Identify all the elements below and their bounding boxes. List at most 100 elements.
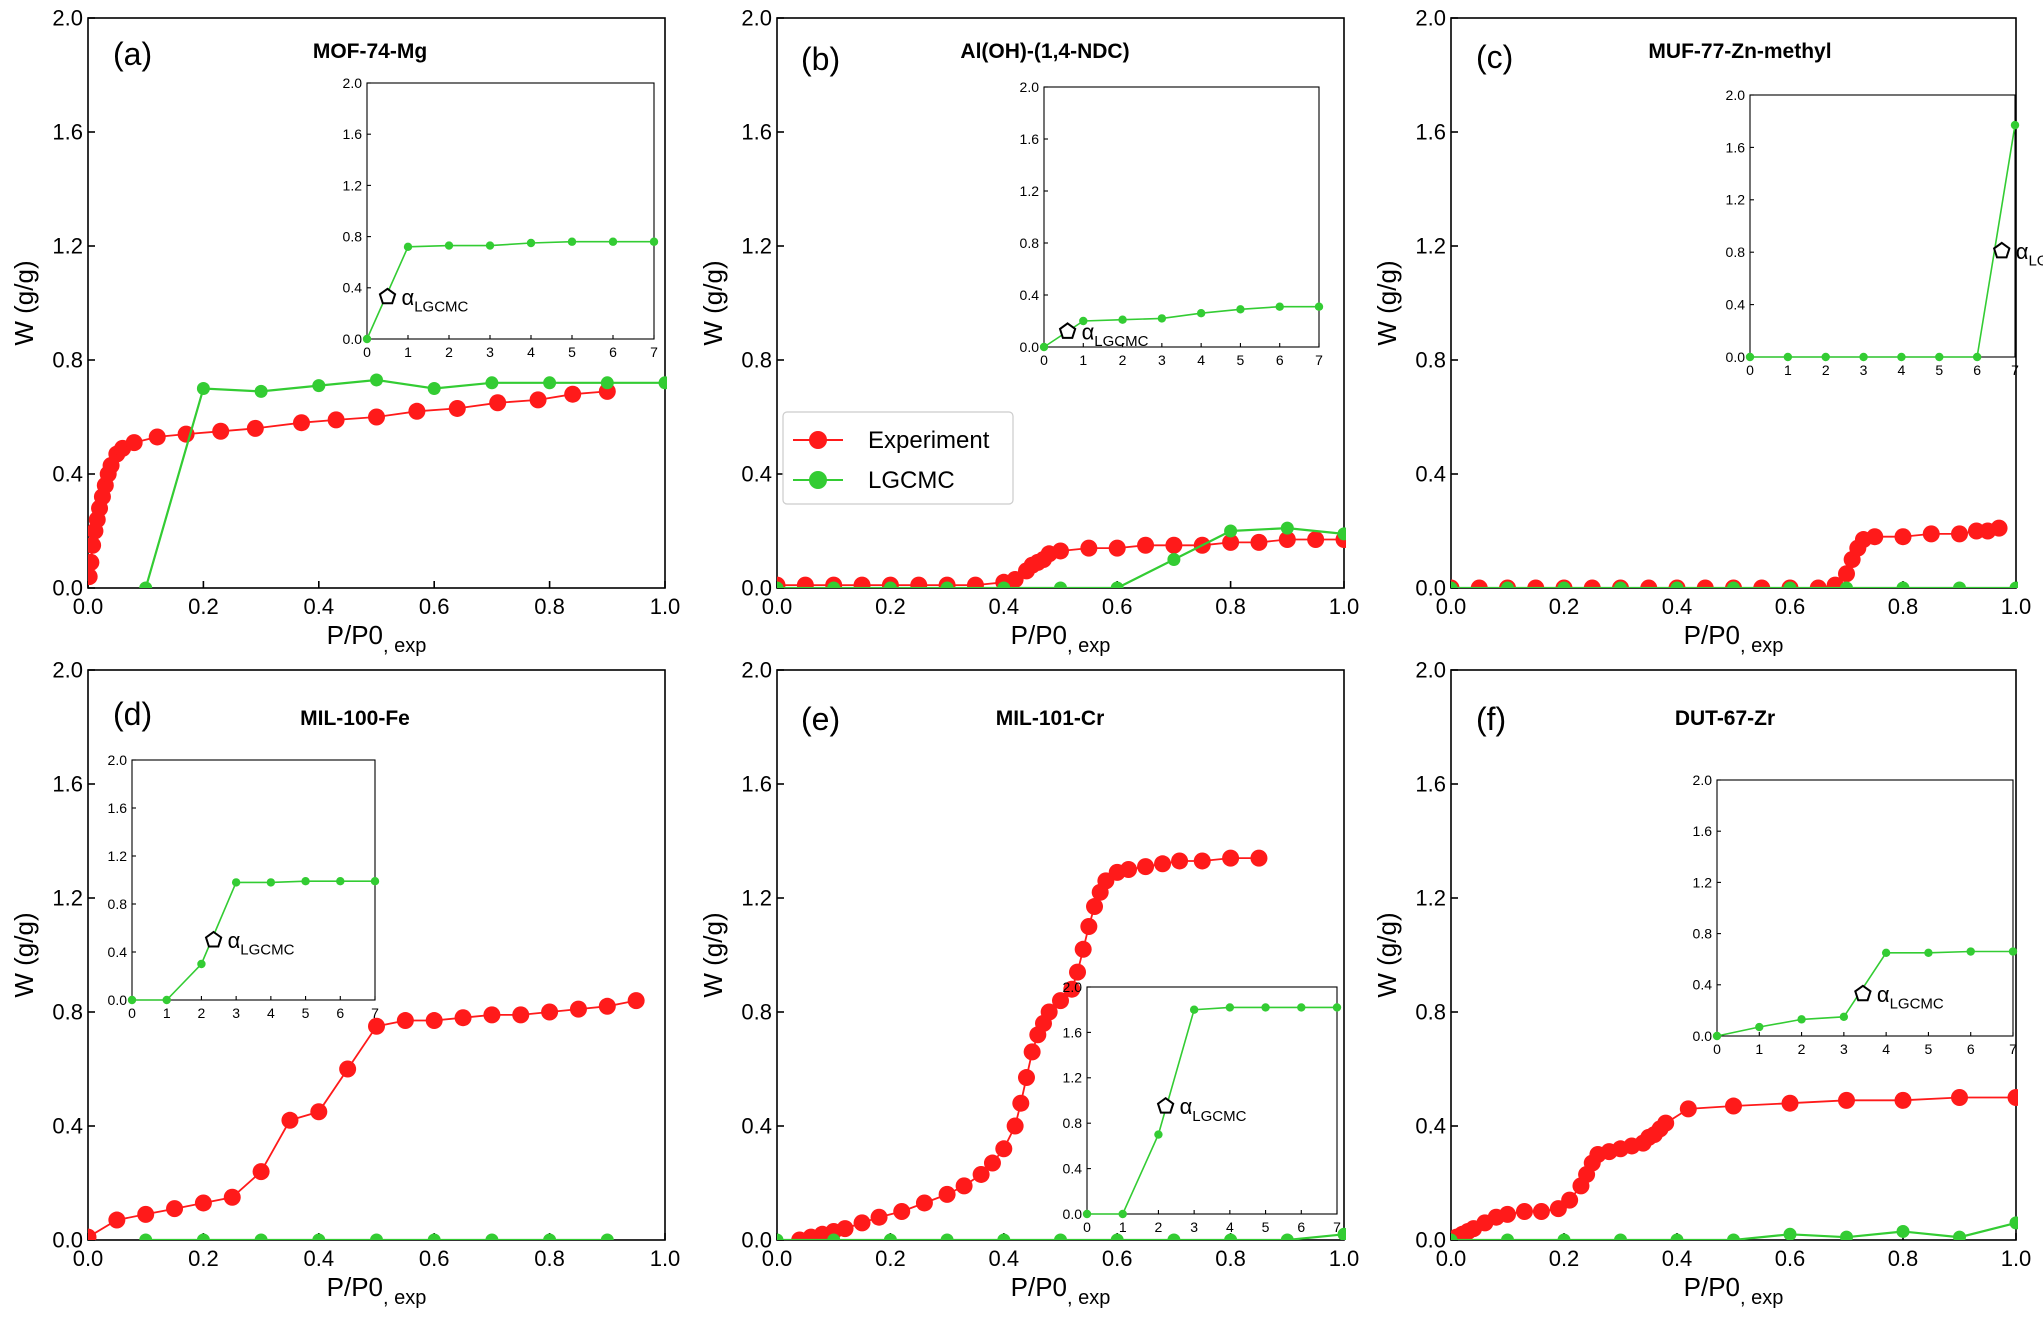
inset-lgcmc-point <box>1082 1209 1092 1219</box>
alpha-lgcmc-label: αLGCMC <box>1082 319 1149 350</box>
main-x-tick-label: 0.0 <box>762 594 793 619</box>
main-x-tick-label: 0.8 <box>534 594 565 619</box>
experiment-point <box>1826 576 1844 588</box>
inset-lgcmc-point <box>301 877 310 886</box>
panel-label: (a) <box>113 36 152 72</box>
series-group <box>777 521 1346 588</box>
legend-experiment-marker <box>809 431 827 449</box>
lgcmc-point <box>254 384 268 398</box>
lgcmc-point <box>139 581 153 588</box>
inset: 0 1 2 3 4 5 6 7 0.0 0.4 0.8 1.2 1.6 2.0 αLGCMC <box>1726 87 2043 378</box>
inset-y-tick-label: 2.0 <box>1063 979 1083 995</box>
experiment-point <box>125 434 143 452</box>
inset-lgcmc-point <box>567 237 577 246</box>
experiment-point <box>1838 565 1855 583</box>
inset-y-tick-label: 1.6 <box>1020 131 1040 147</box>
experiment-point <box>1171 852 1189 870</box>
lgcmc-point <box>997 1233 1011 1240</box>
main-x-tick-label: 1.0 <box>650 1246 681 1271</box>
inset-x-tick-label: 0 <box>128 1005 136 1021</box>
inset-y-tick-label: 0.4 <box>1726 297 1746 313</box>
lgcmc-point <box>312 379 326 393</box>
main-y-tick-label: 0.4 <box>1415 1114 1446 1139</box>
inset-lgcmc-point <box>1712 1031 1722 1041</box>
experiment-point <box>1679 1100 1697 1118</box>
inset-lgcmc-point <box>526 238 536 248</box>
lgcmc-point <box>543 376 557 390</box>
alpha-lgcmc-label: αLGCMC <box>402 285 469 316</box>
main-y-tick-label: 0.0 <box>741 1228 772 1253</box>
main-x-tick-label: 1.0 <box>2001 594 2032 619</box>
inset-x-tick-label: 6 <box>336 1005 344 1021</box>
main-y-tick-label: 0.8 <box>52 348 83 373</box>
experiment-point <box>1922 525 1940 543</box>
lgcmc-point <box>485 376 499 390</box>
series-group <box>777 849 1346 1240</box>
experiment-point <box>368 1017 385 1035</box>
lgcmc-point <box>1167 553 1181 566</box>
x-axis-label: P/P0, exp <box>327 1272 427 1309</box>
inset-y-tick-label: 1.2 <box>1726 192 1746 208</box>
experiment-point <box>1222 533 1240 551</box>
main-y-tick-label: 0.4 <box>741 462 772 487</box>
lgcmc-point <box>139 1233 153 1240</box>
main-x-tick-label: 0.6 <box>1775 1246 1806 1271</box>
experiment-point <box>194 1194 212 1212</box>
inset-x-tick-label: 0 <box>1746 362 1754 378</box>
lgcmc-point <box>254 1233 268 1240</box>
experiment-point <box>938 1185 956 1203</box>
lgcmc-point <box>1110 581 1124 588</box>
main-x-tick-label: 0.4 <box>304 594 335 619</box>
inset-x-tick-label: 2 <box>1119 352 1127 368</box>
lgcmc-point <box>1501 1233 1514 1240</box>
y-axis-label: W (g/g) <box>698 912 728 997</box>
inset-lgcmc-point <box>1924 948 1933 957</box>
panel-title: MIL-100-Fe <box>300 707 410 730</box>
lgcmc-point <box>1054 581 1067 588</box>
panel-title: Al(OH)-(1,4-NDC) <box>960 40 1129 63</box>
alpha-lgcmc-label: αLGCMC <box>2016 239 2043 270</box>
experiment-point <box>1222 849 1240 867</box>
inset-lgcmc-line <box>1750 124 2016 358</box>
lgcmc-point <box>427 1233 441 1240</box>
experiment-point <box>1120 861 1138 878</box>
inset-frame <box>1043 86 1320 348</box>
lgcmc-point <box>1727 1233 1740 1240</box>
legend-experiment-label: Experiment <box>868 427 990 454</box>
x-axis-label: P/P0, exp <box>1684 620 1784 657</box>
experiment-point <box>1583 579 1601 588</box>
lgcmc-point <box>485 1233 499 1240</box>
alpha-lgcmc-marker <box>1058 322 1077 339</box>
inset-lgcmc-point <box>1755 1022 1764 1032</box>
lgcmc-point <box>997 581 1011 588</box>
inset-y-tick-label: 0.0 <box>1063 1206 1083 1222</box>
experiment-point <box>88 553 100 571</box>
experiment-point <box>2007 1089 2018 1106</box>
inset-lgcmc-point <box>1935 352 1944 362</box>
main-y-tick-label: 2.0 <box>1415 658 1446 683</box>
experiment-point <box>966 576 984 588</box>
main-x-tick-label: 0.2 <box>1549 1246 1580 1271</box>
main-y-tick-label: 0.4 <box>1415 462 1446 487</box>
inset-lgcmc-point <box>162 995 171 1005</box>
experiment-point <box>88 536 102 554</box>
inset-y-tick-label: 1.2 <box>1020 183 1040 199</box>
experiment-point <box>448 399 466 417</box>
inset-y-tick-label: 0.8 <box>1063 1115 1083 1131</box>
panel-b: 0.0 0.2 0.4 0.6 0.8 1.0 0.0 0.4 0.8 1.2 1.6 2.0 P/P0… <box>698 6 1359 657</box>
experiment-point <box>1006 1117 1024 1135</box>
inset-frame <box>1086 986 1338 1215</box>
lgcmc-point <box>940 1233 954 1240</box>
inset-y-tick-label: 0.0 <box>343 331 363 347</box>
inset-x-tick-label: 5 <box>1935 362 1943 378</box>
main-y-tick-label: 1.6 <box>52 772 83 797</box>
lgcmc-point <box>1167 1233 1181 1240</box>
main-y-tick-label: 1.6 <box>741 120 772 145</box>
experiment-point <box>1074 940 1092 958</box>
lgcmc-point <box>1614 581 1627 588</box>
inset-x-tick-label: 6 <box>1276 352 1284 368</box>
inset-lgcmc-point <box>608 237 618 246</box>
lgcmc-point <box>1840 1230 1853 1240</box>
inset-lgcmc-point <box>1154 1130 1163 1139</box>
inset-x-tick-label: 2 <box>1798 1041 1806 1057</box>
